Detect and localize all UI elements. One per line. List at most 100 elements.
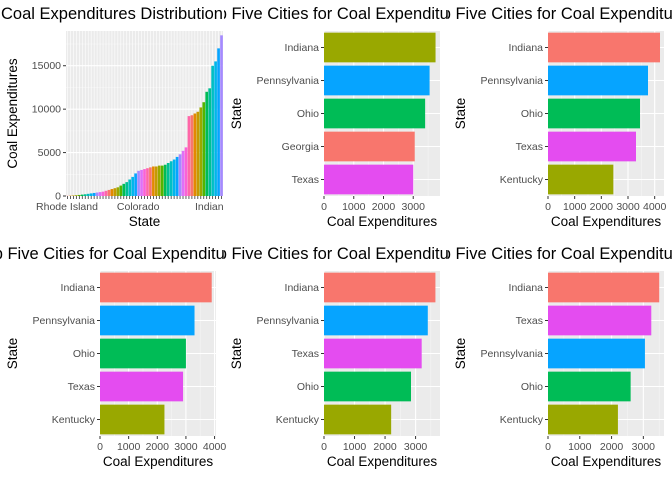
x-tick-label: 1000 — [563, 201, 587, 213]
bar — [190, 115, 194, 196]
bar — [214, 61, 217, 196]
bar — [119, 185, 123, 196]
bar-indiana — [324, 272, 436, 303]
bar — [193, 113, 197, 196]
y-tick-label: Indiana — [61, 282, 96, 294]
y-tick-label: Indiana — [509, 42, 544, 54]
x-tick-label: Colorado — [117, 201, 160, 213]
bar — [175, 156, 179, 196]
bar-pennsylvania — [324, 65, 430, 96]
bar — [157, 165, 161, 196]
y-tick-label: Kentucky — [52, 414, 96, 426]
bar — [134, 173, 137, 196]
bar — [125, 182, 129, 196]
bar-texas — [324, 164, 414, 195]
x-tick-label: 3000 — [404, 441, 428, 453]
bar — [98, 192, 102, 196]
bar — [152, 166, 155, 196]
bar-pennsylvania — [548, 338, 645, 369]
bar — [95, 192, 99, 196]
chart-title: Coal Expenditures Distribution — [1, 5, 223, 23]
y-axis-label: State — [229, 338, 244, 370]
y-tick-label: Pennsylvania — [481, 75, 544, 87]
bar — [75, 195, 78, 196]
bar — [208, 88, 212, 196]
y-tick-label: Pennsylvania — [257, 315, 320, 327]
y-tick-label: Ohio — [297, 381, 319, 393]
x-tick-label: 2000 — [373, 441, 397, 453]
x-tick-label: 3000 — [616, 201, 640, 213]
y-tick-label: Kentucky — [500, 414, 544, 426]
x-tick-label: 2000 — [600, 441, 624, 453]
bar — [149, 167, 152, 196]
y-tick-label: Pennsylvania — [481, 348, 544, 360]
y-axis-label: State — [5, 338, 20, 370]
bar — [140, 169, 143, 196]
bar-ohio — [324, 371, 411, 402]
bar — [104, 190, 108, 196]
bar — [146, 168, 149, 196]
y-tick-label: 5000 — [38, 147, 62, 159]
x-tick-label: 0 — [97, 441, 103, 453]
y-tick-label: Indiana — [285, 42, 320, 54]
bar — [86, 193, 90, 196]
bar — [160, 165, 164, 196]
y-axis-label: State — [453, 98, 468, 130]
bar — [187, 116, 191, 196]
bar — [110, 189, 114, 196]
bar — [80, 194, 84, 196]
bar-indiana — [548, 272, 660, 303]
x-axis-label: Coal Expenditures — [551, 454, 662, 469]
x-axis-label: Coal Expenditures — [103, 454, 214, 469]
bar — [122, 183, 126, 196]
bar-texas — [324, 338, 422, 369]
y-tick-label: Kentucky — [500, 174, 544, 186]
x-tick-label: Indiana — [195, 201, 230, 213]
bar — [163, 164, 167, 196]
y-tick-label: Texas — [516, 315, 543, 327]
chart-panel-1: Coal Expenditures Distribution 0 5000 10000… — [1, 5, 230, 229]
y-axis-label: State — [453, 338, 468, 370]
chart-panel-2: Top Five Cities for Coal Expenditures Ind… — [224, 5, 448, 229]
bar — [101, 191, 105, 196]
y-tick-label: 0 — [55, 191, 61, 203]
x-tick-label: 1000 — [343, 441, 367, 453]
bar-ohio — [548, 98, 640, 129]
bar — [143, 169, 146, 196]
y-tick-label: Texas — [516, 141, 543, 153]
x-tick-label: 1000 — [568, 441, 592, 453]
x-tick-label: 2000 — [590, 201, 614, 213]
bar-pennsylvania — [548, 65, 648, 96]
bar-kentucky — [100, 404, 165, 435]
y-axis-label: Coal Expenditures — [5, 58, 20, 169]
bar — [211, 65, 214, 196]
x-tick-label: 1000 — [342, 201, 366, 213]
y-tick-label: Indiana — [509, 282, 544, 294]
bar — [166, 163, 170, 196]
bar — [77, 194, 81, 196]
bar — [196, 111, 200, 196]
bar — [217, 48, 220, 196]
bar-indiana — [548, 32, 660, 63]
bar — [107, 189, 111, 196]
y-tick-label: Ohio — [521, 381, 543, 393]
x-axis-label: Coal Expenditures — [327, 454, 438, 469]
bar — [131, 176, 134, 196]
bar — [89, 193, 93, 196]
bar-kentucky — [324, 404, 392, 435]
bar-ohio — [548, 371, 631, 402]
bar-indiana — [100, 272, 212, 303]
x-tick-label: 3000 — [402, 201, 426, 213]
bar-texas — [100, 371, 184, 402]
y-tick-label: Pennsylvania — [257, 75, 320, 87]
chart-panel-4: Top Five Cities for Coal Expenditures Ind… — [0, 245, 226, 469]
chart-panel-5: Top Five Cities for Coal Expenditures Ind… — [224, 245, 448, 469]
y-tick-label: Texas — [292, 174, 319, 186]
bar-georgia — [324, 131, 415, 162]
x-tick-label: 3000 — [174, 441, 198, 453]
x-tick-label: 3000 — [632, 441, 656, 453]
bar-texas — [548, 131, 636, 162]
x-tick-label: 2000 — [146, 441, 170, 453]
bar — [181, 150, 185, 196]
